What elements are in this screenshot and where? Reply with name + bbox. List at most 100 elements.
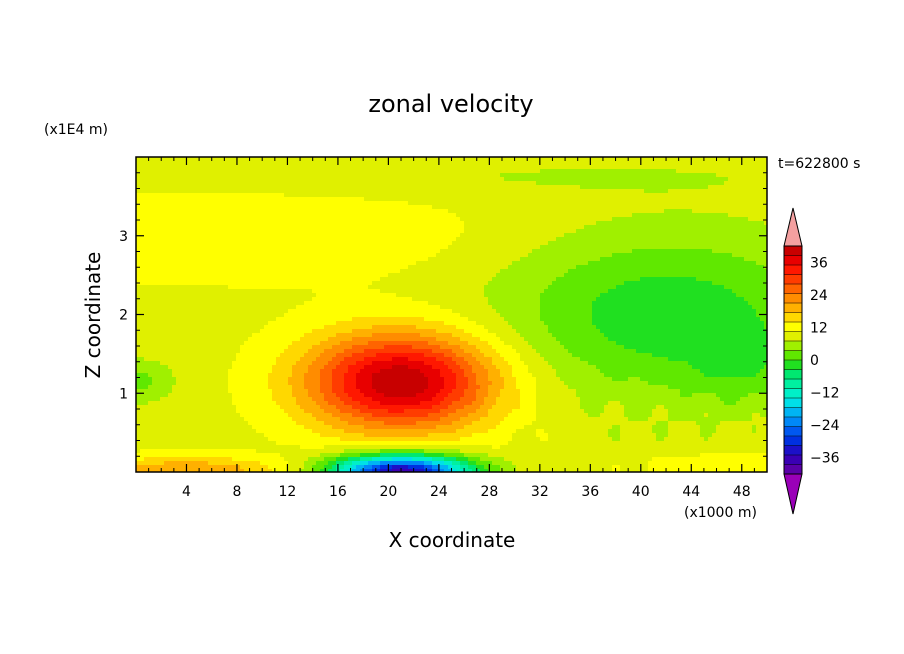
field-cell bbox=[616, 265, 621, 270]
field-cell bbox=[708, 189, 713, 194]
field-cell bbox=[340, 161, 345, 166]
field-cell bbox=[316, 217, 321, 222]
field-cell bbox=[676, 165, 681, 170]
field-cell bbox=[368, 261, 373, 266]
field-cell bbox=[256, 181, 261, 186]
field-cell bbox=[524, 157, 529, 162]
field-cell bbox=[704, 205, 709, 210]
field-cell bbox=[336, 241, 341, 246]
field-cell bbox=[232, 237, 237, 242]
field-cell bbox=[336, 189, 341, 194]
field-cell bbox=[368, 205, 373, 210]
field-cell bbox=[428, 257, 433, 262]
field-cell bbox=[644, 237, 649, 242]
field-cell bbox=[696, 237, 701, 242]
field-cell bbox=[244, 221, 249, 226]
field-cell bbox=[168, 189, 173, 194]
field-cell bbox=[388, 249, 393, 254]
field-cell bbox=[740, 193, 745, 198]
field-cell bbox=[140, 205, 145, 210]
field-cell bbox=[720, 205, 725, 210]
field-cell bbox=[288, 253, 293, 258]
field-cell bbox=[460, 177, 465, 182]
field-cell bbox=[592, 161, 597, 166]
field-cell bbox=[716, 165, 721, 170]
field-cell bbox=[572, 257, 577, 262]
field-cell bbox=[760, 269, 765, 274]
field-cell bbox=[400, 193, 405, 198]
field-cell bbox=[496, 205, 501, 210]
field-cell bbox=[284, 273, 289, 278]
field-cell bbox=[540, 177, 545, 182]
field-cell bbox=[380, 253, 385, 258]
field-cell bbox=[472, 261, 477, 266]
field-cell bbox=[404, 225, 409, 230]
field-cell bbox=[552, 249, 557, 254]
field-cell bbox=[184, 205, 189, 210]
field-cell bbox=[204, 185, 209, 190]
field-cell bbox=[624, 157, 629, 162]
field-cell bbox=[536, 265, 541, 270]
field-cell bbox=[308, 229, 313, 234]
field-cell bbox=[572, 161, 577, 166]
field-cell bbox=[204, 269, 209, 274]
field-cell bbox=[168, 217, 173, 222]
field-cell bbox=[276, 269, 281, 274]
field-cell bbox=[332, 161, 337, 166]
field-cell bbox=[332, 261, 337, 266]
field-cell bbox=[136, 261, 141, 266]
field-cell bbox=[156, 173, 161, 178]
field-cell bbox=[716, 217, 721, 222]
field-cell bbox=[604, 201, 609, 206]
field-cell bbox=[224, 181, 229, 186]
field-cell bbox=[472, 233, 477, 238]
field-cell bbox=[328, 241, 333, 246]
field-cell bbox=[648, 213, 653, 218]
field-cell bbox=[484, 185, 489, 190]
field-cell bbox=[168, 245, 173, 250]
field-cell bbox=[624, 205, 629, 210]
field-cell bbox=[228, 265, 233, 270]
field-cell bbox=[356, 225, 361, 230]
field-cell bbox=[344, 169, 349, 174]
field-cell bbox=[240, 173, 245, 178]
field-cell bbox=[320, 201, 325, 206]
field-cell bbox=[524, 249, 529, 254]
field-cell bbox=[604, 217, 609, 222]
field-cell bbox=[620, 189, 625, 194]
field-cell bbox=[316, 241, 321, 246]
field-cell bbox=[272, 185, 277, 190]
field-cell bbox=[312, 277, 317, 282]
field-cell bbox=[392, 273, 397, 278]
field-cell bbox=[420, 245, 425, 250]
field-cell bbox=[548, 221, 553, 226]
field-cell bbox=[332, 245, 337, 250]
field-cell bbox=[184, 213, 189, 218]
field-cell bbox=[672, 157, 677, 162]
field-cell bbox=[192, 197, 197, 202]
field-cell bbox=[544, 169, 549, 174]
field-cell bbox=[188, 249, 193, 254]
field-cell bbox=[412, 213, 417, 218]
field-cell bbox=[376, 241, 381, 246]
field-cell bbox=[292, 225, 297, 230]
field-cell bbox=[544, 173, 549, 178]
field-cell bbox=[448, 189, 453, 194]
field-cell bbox=[660, 265, 665, 270]
field-cell bbox=[324, 177, 329, 182]
field-cell bbox=[564, 161, 569, 166]
field-cell bbox=[180, 257, 185, 262]
field-cell bbox=[748, 201, 753, 206]
field-cell bbox=[676, 201, 681, 206]
field-cell bbox=[336, 209, 341, 214]
field-cell bbox=[260, 217, 265, 222]
field-cell bbox=[720, 261, 725, 266]
field-cell bbox=[656, 157, 661, 162]
field-cell bbox=[316, 265, 321, 270]
field-cell bbox=[452, 237, 457, 242]
field-cell bbox=[532, 185, 537, 190]
field-cell bbox=[524, 205, 529, 210]
field-cell bbox=[676, 261, 681, 266]
field-cell bbox=[536, 261, 541, 266]
field-cell bbox=[504, 249, 509, 254]
